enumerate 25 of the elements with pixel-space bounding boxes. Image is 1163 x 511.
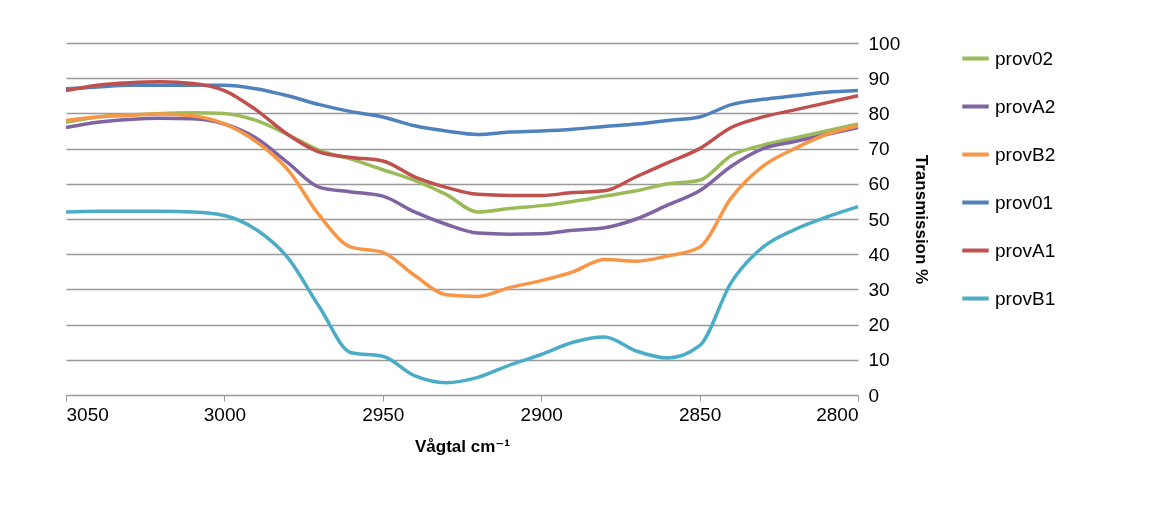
legend-label: provA1 — [995, 239, 1056, 261]
y-tick-label: 80 — [868, 102, 890, 124]
y-tick-label: 30 — [868, 278, 890, 300]
x-tick-label: 2800 — [816, 403, 859, 425]
legend-label: provB1 — [995, 287, 1056, 309]
y-tick-label: 90 — [868, 67, 890, 89]
y-axis-title: Transmission % — [912, 154, 932, 285]
legend-label: prov01 — [995, 191, 1054, 213]
x-tick-label: 2850 — [678, 403, 722, 425]
x-tick-label: 2950 — [362, 403, 405, 425]
legend-label: prov02 — [995, 47, 1054, 69]
y-tick-label: 40 — [868, 243, 890, 265]
legend-label: provA2 — [995, 95, 1056, 117]
x-tick-label: 3000 — [203, 403, 247, 425]
y-tick-label: 0 — [868, 384, 880, 406]
x-tick-label: 2900 — [520, 403, 563, 425]
y-tick-label: 100 — [868, 32, 901, 54]
y-tick-label: 60 — [868, 173, 890, 195]
legend-label: provB2 — [995, 143, 1056, 165]
x-axis-title: Vågtal cm⁻¹ — [415, 436, 511, 456]
y-tick-label: 10 — [868, 349, 890, 371]
y-tick-label: 20 — [868, 314, 890, 336]
y-tick-label: 50 — [868, 208, 890, 230]
y-tick-label: 70 — [868, 138, 890, 160]
x-tick-label: 3050 — [66, 403, 109, 425]
